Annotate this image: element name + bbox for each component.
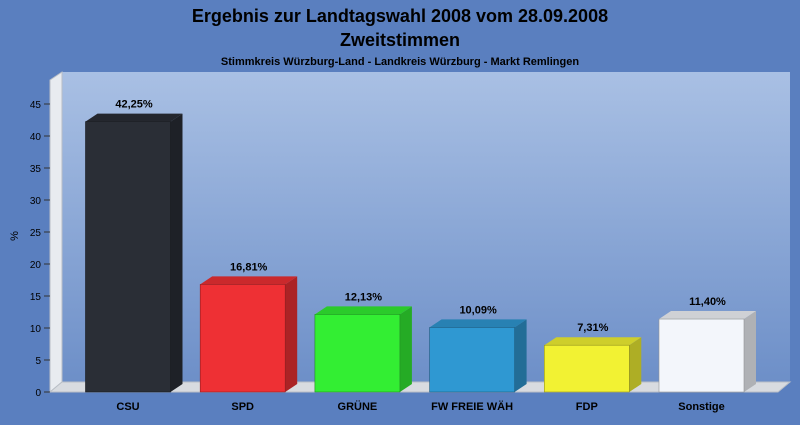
bar-side [285, 276, 298, 392]
bar-top [429, 319, 527, 328]
y-tick-label: 15 [30, 292, 42, 303]
bar-side [744, 311, 756, 392]
bar-side [514, 319, 527, 392]
bar-value-label: 16,81% [230, 261, 268, 273]
bar-side [399, 306, 412, 392]
bar-top [659, 311, 756, 320]
bar-value-label: 12,13% [345, 291, 383, 303]
x-tick-label: SPD [231, 401, 254, 413]
bar-group: 16,81% [199, 261, 298, 393]
bars: 42,25% 16,81% 12,13% 10,09% 7,31% 11,40% [85, 99, 756, 393]
chart-title-line2: Zweitstimmen [340, 30, 460, 50]
bar-top [85, 113, 183, 122]
bar-top [200, 276, 298, 285]
bar-side [170, 113, 183, 392]
bar-value-label: 7,31% [577, 322, 608, 334]
bar-top [544, 337, 642, 346]
bar-value-label: 42,25% [115, 99, 153, 111]
y-tick-label: 25 [30, 228, 42, 239]
x-tick-label: FDP [576, 401, 598, 413]
bar [658, 318, 745, 393]
bar-group: 11,40% [658, 296, 756, 393]
y-tick-label: 45 [30, 100, 42, 111]
x-axis-labels: CSU SPD GRÜNE FW FREIE WÄH FDP Sonstige [116, 400, 724, 413]
bar [543, 344, 630, 393]
y-tick-label: 0 [35, 388, 41, 399]
y-tick-label: 40 [30, 132, 42, 143]
bar [85, 121, 171, 393]
y-tick-label: 20 [30, 260, 42, 271]
bar [199, 284, 286, 393]
y-axis-label: % [9, 231, 21, 241]
bar [314, 314, 401, 393]
bar-group: 42,25% [85, 99, 183, 393]
x-tick-label: GRÜNE [338, 400, 378, 413]
y-axis-ticks: 0 5 10 15 20 25 30 35 40 45 [30, 100, 50, 399]
bar [429, 327, 515, 393]
x-tick-label: FW FREIE WÄH [431, 400, 513, 413]
plot-left-wall [49, 71, 63, 394]
bar-group: 7,31% [543, 322, 642, 393]
y-tick-label: 35 [30, 164, 42, 175]
y-tick-label: 5 [35, 356, 41, 367]
bar-value-label: 11,40% [689, 296, 726, 308]
y-tick-label: 10 [30, 324, 42, 335]
x-tick-label: Sonstige [678, 401, 724, 413]
bar-side [629, 337, 642, 392]
bar-group: 10,09% [429, 304, 527, 393]
x-tick-label: CSU [116, 401, 139, 413]
bar-top [314, 306, 412, 315]
bar-group: 12,13% [314, 291, 412, 393]
chart-title: Ergebnis zur Landtagswahl 2008 vom 28.09… [192, 6, 608, 26]
bar-value-label: 10,09% [459, 304, 497, 316]
chart-subtitle: Stimmkreis Würzburg-Land - Landkreis Wür… [221, 56, 579, 68]
y-tick-label: 30 [30, 196, 42, 207]
